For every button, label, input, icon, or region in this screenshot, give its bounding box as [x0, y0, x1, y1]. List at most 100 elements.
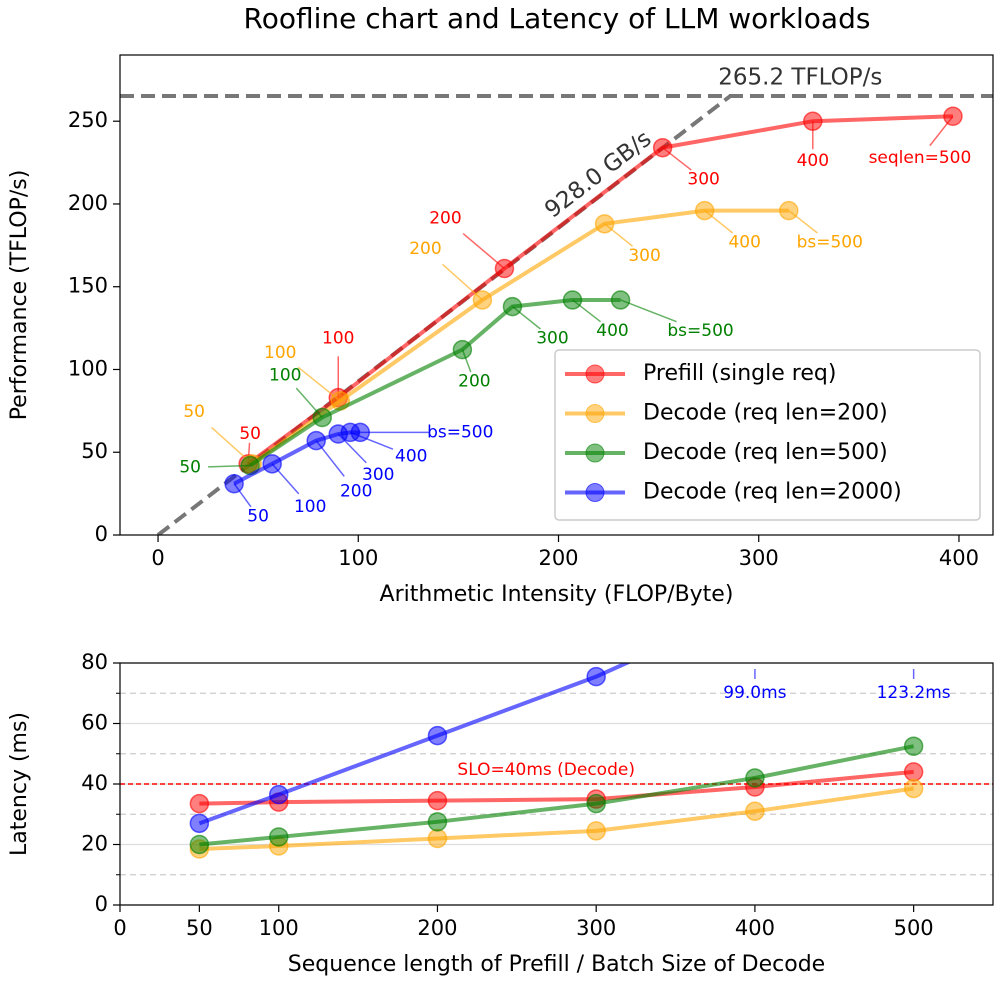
- point-label: 100: [269, 365, 301, 385]
- marker: [586, 793, 606, 814]
- y-axis-label: Performance (TFLOP/s): [7, 170, 32, 421]
- point-label: 300: [362, 465, 394, 485]
- peak-label: 265.2 TFLOP/s: [718, 65, 882, 91]
- point-label: 200: [409, 239, 441, 259]
- y-tick-label: 20: [81, 832, 108, 856]
- marker: [472, 290, 493, 310]
- x-tick-label: 200: [417, 916, 457, 940]
- point-label: 50: [183, 402, 205, 422]
- marker: [903, 736, 924, 756]
- y-tick-label: 40: [81, 771, 108, 795]
- marker: [652, 137, 673, 158]
- point-label: bs=500: [797, 233, 863, 253]
- y-tick-label: 60: [81, 711, 108, 735]
- label-leader: [620, 299, 677, 323]
- marker: [694, 200, 715, 221]
- marker: [189, 813, 210, 834]
- legend-label: Decode (req len=200): [643, 401, 888, 426]
- threshold-label: SLO=40ms (Decode): [457, 760, 635, 780]
- y-tick-label: 50: [81, 439, 108, 463]
- marker: [562, 290, 583, 310]
- y-tick-label: 80: [81, 650, 108, 674]
- x-tick-label: 400: [735, 916, 775, 940]
- marker: [312, 407, 332, 428]
- x-tick-label: 500: [894, 916, 934, 940]
- marker: [224, 473, 244, 494]
- marker: [803, 111, 823, 131]
- legend-marker: [585, 443, 605, 463]
- y-tick-label: 250: [68, 108, 108, 132]
- marker: [586, 666, 606, 687]
- marker: [745, 801, 765, 821]
- marker: [189, 834, 210, 855]
- legend-marker: [585, 364, 605, 384]
- point-label: 300: [536, 329, 568, 349]
- legend-marker: [585, 483, 605, 502]
- marker: [903, 778, 924, 799]
- point-label: 200: [458, 372, 490, 392]
- marker: [350, 422, 371, 443]
- marker: [262, 454, 282, 474]
- point-label: 100: [294, 497, 326, 517]
- marker: [452, 339, 473, 360]
- x-tick-label: 300: [739, 546, 779, 570]
- marker: [427, 812, 448, 832]
- x-tick-label: 100: [338, 546, 378, 570]
- value-label: 99.0ms: [723, 683, 786, 703]
- x-tick-label: 300: [576, 916, 616, 940]
- x-tick-label: 400: [939, 546, 979, 570]
- point-label: 100: [264, 343, 296, 363]
- marker: [502, 296, 523, 317]
- marker: [427, 790, 448, 811]
- marker: [427, 828, 448, 849]
- marker: [943, 106, 963, 126]
- marker: [905, 523, 923, 541]
- marker: [610, 290, 631, 310]
- marker: [745, 768, 765, 788]
- point-label: 400: [728, 233, 760, 253]
- point-label: 200: [340, 482, 372, 502]
- y-tick-label: 200: [68, 191, 108, 215]
- marker: [306, 430, 326, 451]
- series-line: [198, 663, 632, 826]
- x-tick-label: 200: [538, 546, 578, 570]
- value-label: 123.2ms: [877, 683, 951, 703]
- figure-title: Roofline chart and Latency of LLM worklo…: [244, 2, 871, 35]
- series-line: [199, 744, 915, 847]
- point-label: 300: [687, 170, 719, 190]
- point-label: 400: [797, 151, 829, 171]
- plot-area: [189, 523, 924, 859]
- legend-box: [554, 349, 981, 521]
- point-label: seqlen=500: [869, 148, 972, 168]
- marker: [189, 793, 210, 814]
- marker: [746, 597, 764, 615]
- marker: [268, 784, 289, 805]
- point-label: 50: [239, 424, 261, 444]
- x-axis-label: Arithmetic Intensity (FLOP/Byte): [380, 582, 734, 607]
- point-label: 400: [596, 321, 628, 341]
- legend-label: Prefill (single req): [643, 361, 836, 386]
- point-label: 300: [628, 246, 660, 266]
- series-line: [199, 786, 914, 852]
- marker: [427, 725, 448, 746]
- point-label: 400: [395, 446, 427, 466]
- marker: [903, 762, 924, 782]
- point-label: bs=500: [667, 321, 733, 341]
- marker: [586, 821, 606, 841]
- x-tick-label: 0: [113, 916, 126, 940]
- y-tick-label: 100: [68, 356, 108, 380]
- legend-label: Decode (req len=500): [643, 440, 888, 465]
- y-axis-label: Latency (ms): [7, 712, 32, 856]
- marker: [779, 200, 799, 221]
- plot-frame: [119, 662, 994, 906]
- y-tick-label: 0: [95, 522, 108, 546]
- marker: [494, 258, 515, 279]
- x-axis-label: Sequence length of Prefill / Batch Size …: [288, 952, 825, 977]
- legend-label: Decode (req len=2000): [643, 480, 902, 505]
- x-tick-label: 50: [186, 916, 213, 940]
- plot-frame: [119, 54, 994, 536]
- series-line: [199, 769, 914, 806]
- bandwidth-label: 928.0 GB/s: [540, 126, 656, 224]
- point-label: 50: [247, 507, 269, 527]
